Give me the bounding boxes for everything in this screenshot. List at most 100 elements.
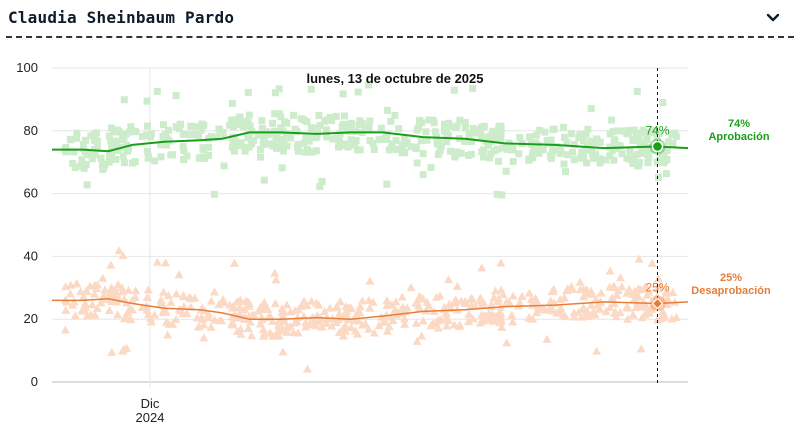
approval-poll-point (564, 151, 572, 159)
approval-poll-point (588, 147, 596, 155)
approval-poll-point (233, 120, 241, 128)
approval-poll-point (67, 136, 75, 144)
approval-poll-point (629, 159, 637, 167)
disapproval-poll-point (426, 321, 436, 330)
disapproval-poll-point (81, 286, 91, 295)
approval-poll-point (419, 150, 427, 158)
approval-poll-point (172, 123, 180, 131)
approval-poll-point (278, 144, 286, 152)
disapproval-poll-point (150, 310, 160, 319)
approval-poll-point (347, 136, 355, 144)
approval-poll-point (560, 133, 568, 141)
chevron-down-icon[interactable] (762, 6, 784, 28)
disapproval-poll-point (575, 284, 585, 293)
disapproval-poll-point (198, 314, 208, 323)
approval-poll-point (354, 88, 362, 96)
approval-poll-point (164, 126, 172, 134)
disapproval-poll-point (143, 309, 153, 318)
disapproval-poll-point (364, 324, 374, 333)
disapproval-poll-point (60, 325, 70, 334)
approval-poll-point (560, 160, 568, 168)
disapproval-poll-point (199, 333, 209, 342)
approval-poll-point (63, 147, 71, 155)
disapproval-poll-point (243, 297, 253, 306)
disapproval-poll-point (62, 297, 72, 306)
disapproval-poll-point (209, 287, 219, 296)
disapproval-poll-point (350, 326, 360, 335)
approval-poll-point (266, 140, 274, 148)
disapproval-hover-point (651, 297, 664, 310)
disapproval-poll-point (265, 328, 275, 337)
approval-poll-point (375, 136, 383, 144)
disapproval-poll-point (671, 313, 681, 322)
approval-poll-point (631, 153, 639, 161)
disapproval-poll-point (228, 318, 238, 327)
approval-poll-point (260, 141, 268, 149)
approval-poll-markers (61, 81, 680, 199)
approval-poll-point (98, 160, 106, 168)
approval-poll-point (120, 96, 128, 104)
approval-poll-point (271, 89, 279, 97)
approval-poll-point (82, 136, 90, 144)
disapproval-poll-point (322, 313, 332, 322)
approval-poll-point (308, 148, 316, 156)
approval-poll-point (198, 120, 206, 128)
approval-poll-point (172, 92, 180, 100)
approval-poll-point (450, 86, 458, 94)
approval-poll-point (279, 127, 287, 135)
approval-poll-point (229, 143, 237, 151)
disapproval-poll-point (302, 364, 312, 373)
approval-poll-point (119, 133, 127, 141)
approval-poll-point (427, 163, 435, 171)
approval-poll-point (329, 135, 337, 143)
approval-poll-point (147, 130, 155, 138)
disapproval-poll-point (106, 260, 116, 269)
disapproval-poll-point (219, 298, 229, 307)
disapproval-poll-point (450, 296, 460, 305)
disapproval-poll-point (339, 331, 349, 340)
approval-poll-point (73, 134, 81, 142)
disapproval-poll-point (575, 277, 585, 286)
approval-poll-point (391, 111, 399, 119)
disapproval-poll-point (232, 313, 242, 322)
disapproval-poll-point (524, 313, 534, 322)
disapproval-poll-point (605, 266, 615, 275)
disapproval-poll-point (127, 305, 137, 314)
disapproval-poll-point (507, 310, 517, 319)
approval-poll-point (143, 131, 151, 139)
disapproval-poll-point (566, 282, 576, 291)
approval-poll-point (245, 111, 253, 119)
approval-poll-point (305, 137, 313, 145)
disapproval-poll-point (342, 306, 352, 315)
approval-poll-point (78, 156, 86, 164)
disapproval-poll-point (605, 303, 615, 312)
disapproval-poll-point (629, 294, 639, 303)
approval-poll-point (112, 156, 120, 164)
approval-poll-point (278, 164, 286, 172)
disapproval-poll-point (569, 312, 579, 321)
approval-poll-point (180, 147, 188, 155)
disapproval-poll-point (496, 258, 506, 267)
approval-poll-point (623, 154, 631, 162)
disapproval-poll-point (668, 287, 678, 296)
approval-poll-point (618, 150, 626, 158)
approval-poll-point (525, 133, 533, 141)
approval-poll-point (187, 122, 195, 130)
disapproval-poll-point (320, 307, 330, 316)
approval-poll-point (385, 146, 393, 154)
approval-poll-point (453, 122, 461, 130)
approval-poll-point (358, 119, 366, 127)
disapproval-poll-point (466, 293, 476, 302)
disapproval-poll-point (586, 300, 596, 309)
approval-poll-point (341, 140, 349, 148)
approval-poll-point (494, 157, 502, 165)
approval-poll-point (641, 138, 649, 146)
approval-poll-point (122, 130, 130, 138)
approval-poll-point (592, 150, 600, 158)
approval-poll-point (461, 138, 469, 146)
approval-poll-point (606, 152, 614, 160)
disapproval-poll-point (406, 283, 416, 292)
approval-poll-point (88, 155, 96, 163)
approval-poll-point (652, 129, 660, 137)
